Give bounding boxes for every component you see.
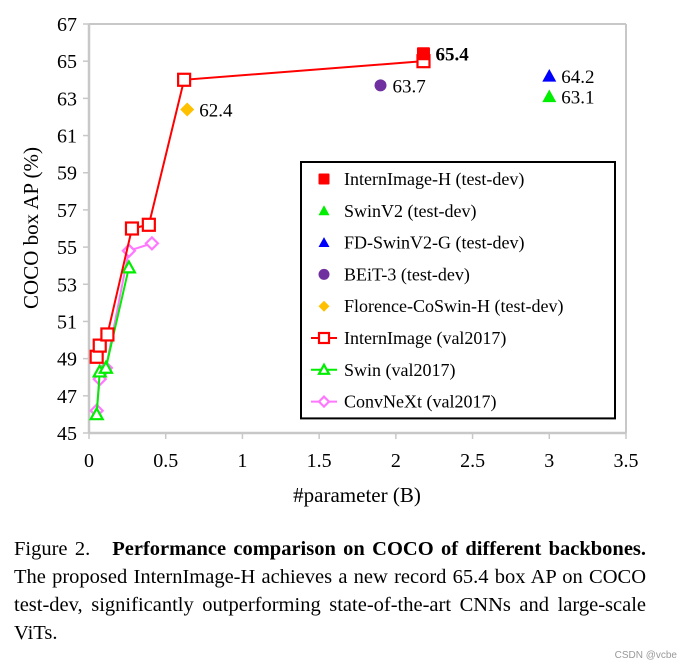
x-tick-label: 0.5 bbox=[153, 450, 178, 472]
legend-box bbox=[300, 161, 616, 420]
legend-item: Swin (val2017) bbox=[311, 360, 456, 381]
legend-marker bbox=[318, 205, 330, 216]
legend-marker bbox=[318, 237, 330, 247]
x-tick-label: 2.5 bbox=[460, 450, 485, 472]
y-tick-label: 45 bbox=[57, 423, 77, 445]
data-label: 62.4 bbox=[199, 101, 233, 122]
x-tick-label: 2 bbox=[391, 450, 401, 472]
y-tick-label: 53 bbox=[57, 274, 77, 296]
caption-bold-title: Performance comparison on COCO of differ… bbox=[112, 538, 647, 560]
x-tick-label: 0 bbox=[84, 450, 94, 472]
series-swin-val2017 bbox=[88, 259, 137, 421]
y-tick-label: 59 bbox=[57, 163, 77, 185]
x-tick-label: 1 bbox=[237, 450, 247, 472]
data-label: 65.4 bbox=[435, 45, 469, 66]
y-tick-label: 57 bbox=[57, 200, 77, 222]
caption-body: The proposed InternImage-H achieves a ne… bbox=[14, 566, 646, 644]
series-swinv2-test-dev bbox=[542, 89, 557, 103]
series-beit-3-test-dev bbox=[374, 79, 387, 92]
x-tick-label: 1.5 bbox=[307, 450, 332, 472]
legend-item: BEiT-3 (test-dev) bbox=[318, 264, 470, 285]
series-layer bbox=[88, 47, 557, 421]
data-label: 64.2 bbox=[561, 67, 594, 88]
series-florence-coswin-h-test-dev bbox=[180, 102, 195, 117]
y-tick-label: 51 bbox=[57, 311, 77, 333]
y-tick-label: 67 bbox=[57, 14, 77, 36]
legend-label: Swin (val2017) bbox=[344, 360, 456, 381]
y-axis-title: COCO box AP (%) bbox=[19, 147, 43, 309]
data-point bbox=[100, 327, 115, 342]
data-point bbox=[177, 72, 192, 87]
legend-item: ConvNeXt (val2017) bbox=[311, 392, 496, 413]
legend-label: SwinV2 (test-dev) bbox=[344, 201, 476, 222]
data-label: 63.1 bbox=[561, 88, 594, 109]
y-tick-label: 49 bbox=[57, 349, 77, 371]
x-tick-label: 3.5 bbox=[614, 450, 639, 472]
data-point bbox=[180, 102, 195, 117]
data-point bbox=[92, 338, 107, 353]
figure-caption: Figure 2. Performance comparison on COCO… bbox=[14, 535, 646, 647]
x-tick-label: 3 bbox=[544, 450, 554, 472]
legend-item: InternImage-H (test-dev) bbox=[318, 169, 524, 190]
legend-marker bbox=[317, 362, 331, 375]
chart: 45 47 49 51 53 55 57 59 61 63 65 67 0 0.5 1 1.5 2 2.5 3 3.5… bbox=[19, 14, 639, 507]
data-point bbox=[141, 217, 156, 232]
y-tick-label: 47 bbox=[57, 386, 77, 408]
data-point bbox=[542, 69, 557, 82]
y-tick-label: 65 bbox=[57, 51, 77, 73]
point-labels: 65.4 63.164.2 63.7 62.4 bbox=[199, 45, 594, 122]
y-tick-label: 61 bbox=[57, 126, 77, 148]
figure-label: Figure 2. bbox=[14, 538, 91, 560]
watermark: CSDN @vcbe bbox=[614, 650, 677, 661]
legend-label: InternImage-H (test-dev) bbox=[344, 169, 524, 190]
legend-item: InternImage (val2017) bbox=[311, 328, 506, 349]
legend-marker bbox=[318, 300, 330, 312]
legend-marker bbox=[318, 173, 330, 185]
legend-label: ConvNeXt (val2017) bbox=[344, 392, 496, 413]
y-tick-label: 63 bbox=[57, 88, 77, 110]
data-point bbox=[144, 235, 160, 251]
y-tick-label: 55 bbox=[57, 237, 77, 259]
series-fd-swinv2-g-test-dev bbox=[542, 69, 557, 82]
data-point bbox=[88, 406, 105, 421]
series-internimage-h-test-dev bbox=[416, 47, 430, 61]
data-point bbox=[121, 243, 137, 259]
data-point bbox=[124, 221, 140, 236]
legend-label: InternImage (val2017) bbox=[344, 328, 506, 349]
legend-label: Florence-CoSwin-H (test-dev) bbox=[344, 296, 563, 317]
legend-item: Florence-CoSwin-H (test-dev) bbox=[318, 296, 563, 317]
data-point bbox=[98, 359, 114, 374]
legend-marker bbox=[317, 331, 331, 345]
legend-item: FD-SwinV2-G (test-dev) bbox=[318, 233, 524, 254]
x-axis-title: #parameter (B) bbox=[293, 483, 421, 507]
data-point bbox=[542, 89, 557, 103]
legend: InternImage-H (test-dev) SwinV2 (test-dev… bbox=[300, 161, 616, 420]
data-point bbox=[416, 47, 430, 61]
legend-item: SwinV2 (test-dev) bbox=[318, 201, 476, 222]
legend-marker bbox=[317, 395, 331, 409]
legend-label: BEiT-3 (test-dev) bbox=[344, 264, 470, 285]
data-point bbox=[374, 79, 387, 92]
legend-label: FD-SwinV2-G (test-dev) bbox=[344, 233, 524, 254]
data-point bbox=[121, 259, 137, 274]
axes: 45 47 49 51 53 55 57 59 61 63 65 67 0 0.5 1 1.5 2 2.5 3 3.5 bbox=[57, 14, 639, 472]
data-label: 63.7 bbox=[393, 76, 426, 97]
legend-marker bbox=[318, 268, 330, 280]
